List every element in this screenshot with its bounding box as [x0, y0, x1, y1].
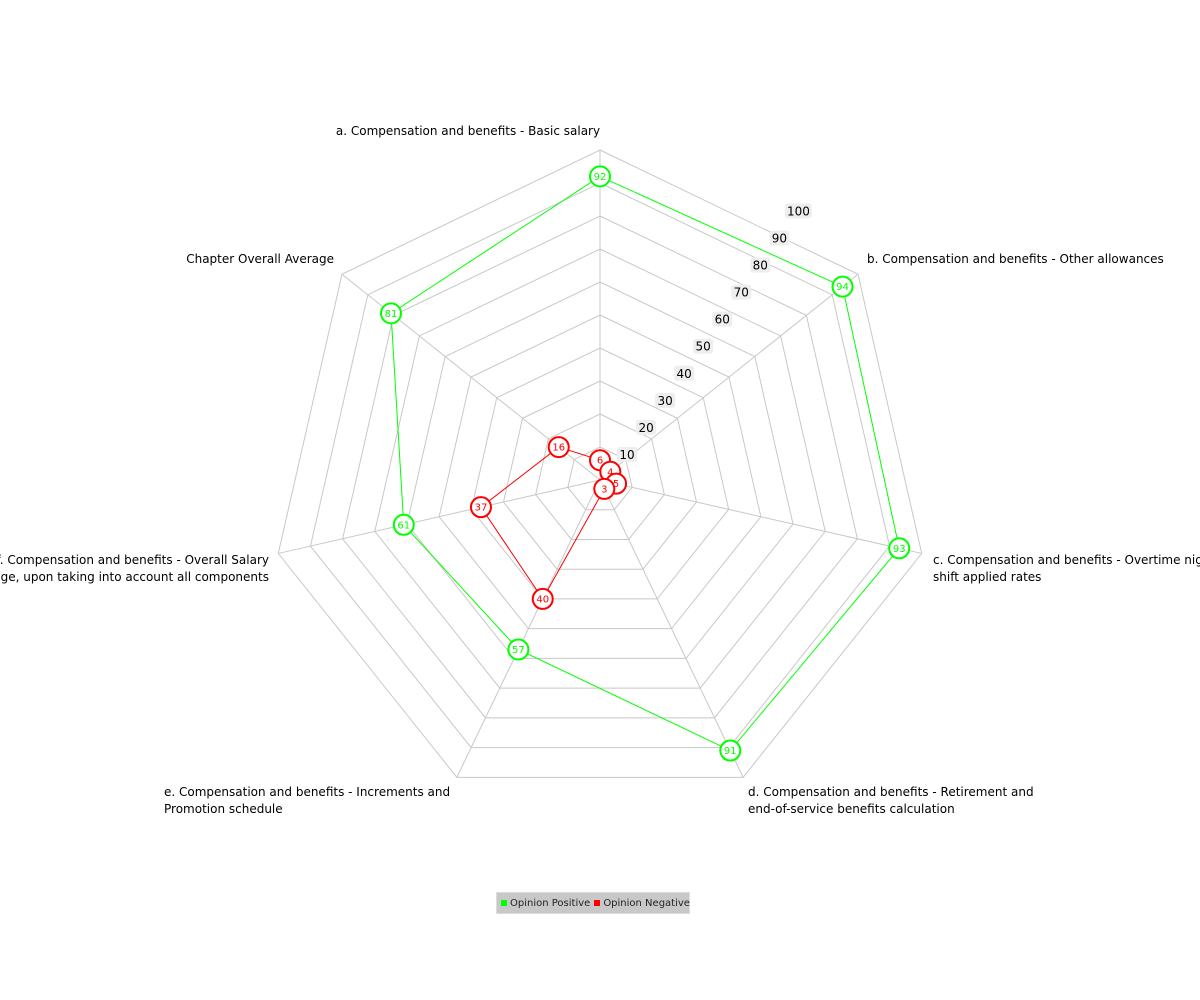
data-point — [507, 638, 530, 661]
tick-label: 90 — [772, 231, 787, 245]
data-label: 61 — [397, 520, 410, 531]
data-label: 93 — [893, 544, 906, 555]
data-label: 91 — [724, 746, 737, 757]
data-point — [719, 739, 742, 762]
axis-label: Promotion schedule — [164, 802, 283, 816]
tick-label-group: 50 — [693, 338, 714, 354]
tick-label: 20 — [638, 421, 653, 435]
tick-label-group: 20 — [636, 419, 657, 435]
tick-label: 100 — [787, 204, 810, 218]
legend-label-negative: Opinion Negative — [603, 897, 690, 909]
data-label: 5 — [613, 479, 619, 490]
series-line — [390, 175, 900, 752]
axis-label: f. Compensation and benefits - Overall S… — [0, 553, 269, 567]
data-label: 4 — [607, 467, 613, 478]
tick-label-group: 10 — [617, 446, 638, 462]
grid-ring — [342, 215, 858, 719]
legend-swatch-negative — [594, 900, 601, 906]
tick-label: 50 — [696, 340, 711, 354]
data-label: 57 — [512, 645, 525, 656]
grid-ring — [567, 446, 633, 511]
tick-label: 30 — [657, 394, 672, 408]
data-point — [392, 513, 415, 536]
data-label: 40 — [536, 594, 549, 605]
data-point — [593, 477, 616, 500]
tick-label-group: 70 — [731, 284, 752, 300]
axis-label: d. Compensation and benefits - Retiremen… — [748, 785, 1034, 799]
tick-label-background — [617, 446, 638, 462]
axis-label: c. Compensation and benefits - Overtime … — [933, 553, 1200, 567]
grid-ring — [502, 380, 698, 570]
grid-spoke — [599, 479, 744, 778]
data-point — [547, 436, 570, 459]
tick-label-background — [712, 311, 733, 327]
data-label: 81 — [385, 309, 398, 320]
axis-label: b. Compensation and benefits - Other all… — [867, 252, 1164, 266]
legend-item-positive: Opinion Positive — [501, 898, 590, 909]
grid-ring — [309, 182, 891, 749]
tick-label: 40 — [677, 367, 692, 381]
grid-ring — [535, 413, 665, 540]
tick-label-group: 90 — [769, 230, 790, 246]
tick-label-background — [750, 257, 771, 273]
data-label: 37 — [475, 503, 488, 514]
tick-label-background — [655, 392, 676, 408]
data-point — [831, 275, 854, 298]
legend-item-negative: Opinion Negative — [594, 898, 690, 909]
tick-label-background — [674, 365, 695, 381]
tick-label-background — [784, 203, 812, 219]
grid-ring — [277, 149, 923, 778]
data-point — [888, 537, 911, 560]
tick-label-background — [693, 338, 714, 354]
tick-label-group: 80 — [750, 257, 771, 273]
data-label: 16 — [552, 443, 565, 454]
axis-label: Chapter Overall Average — [186, 252, 334, 266]
grid-spoke — [599, 479, 922, 554]
tick-label-background — [636, 419, 657, 435]
legend-label-positive: Opinion Positive — [510, 897, 591, 909]
tick-label-group: 60 — [712, 311, 733, 327]
tick-label-group: 40 — [674, 365, 695, 381]
data-label: 92 — [594, 172, 607, 183]
data-point — [531, 587, 554, 610]
axis-label: end-of-service benefits calculation — [748, 802, 955, 816]
data-label: 94 — [836, 282, 849, 293]
tick-label-background — [731, 284, 752, 300]
tick-label: 70 — [734, 286, 749, 300]
grid-ring — [406, 281, 794, 659]
axis-label: shift applied rates — [933, 570, 1041, 584]
grid-ring — [438, 314, 762, 630]
legend: Opinion Positive Opinion Negative — [496, 892, 690, 914]
axis-label: a. Compensation and benefits - Basic sal… — [336, 124, 600, 138]
legend-swatch-positive — [501, 900, 507, 906]
data-point — [469, 496, 492, 519]
axis-label: package, upon taking into account all co… — [0, 570, 269, 584]
data-label: 6 — [597, 456, 603, 467]
data-point — [589, 165, 611, 188]
tick-label: 80 — [753, 259, 768, 273]
grid-ring — [470, 347, 730, 600]
data-label: 3 — [601, 484, 607, 495]
grid-spoke — [456, 479, 601, 778]
axis-label: e. Compensation and benefits - Increment… — [164, 785, 450, 799]
tick-label-group: 100 — [784, 203, 812, 219]
grid-spoke — [599, 273, 859, 481]
grid-spoke — [278, 479, 601, 554]
tick-label: 10 — [619, 448, 634, 462]
tick-label-group: 30 — [655, 392, 676, 408]
tick-label: 60 — [715, 313, 730, 327]
data-point — [380, 302, 403, 325]
tick-label-background — [769, 230, 790, 246]
